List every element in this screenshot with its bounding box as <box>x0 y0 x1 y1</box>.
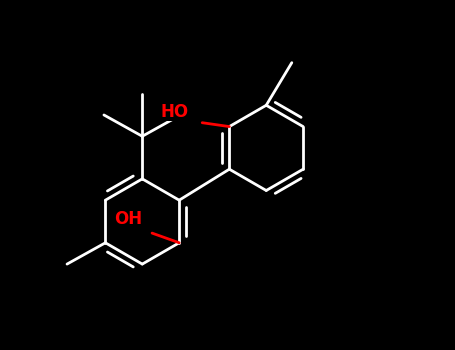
Text: OH: OH <box>114 210 142 229</box>
Text: HO: HO <box>161 103 189 121</box>
